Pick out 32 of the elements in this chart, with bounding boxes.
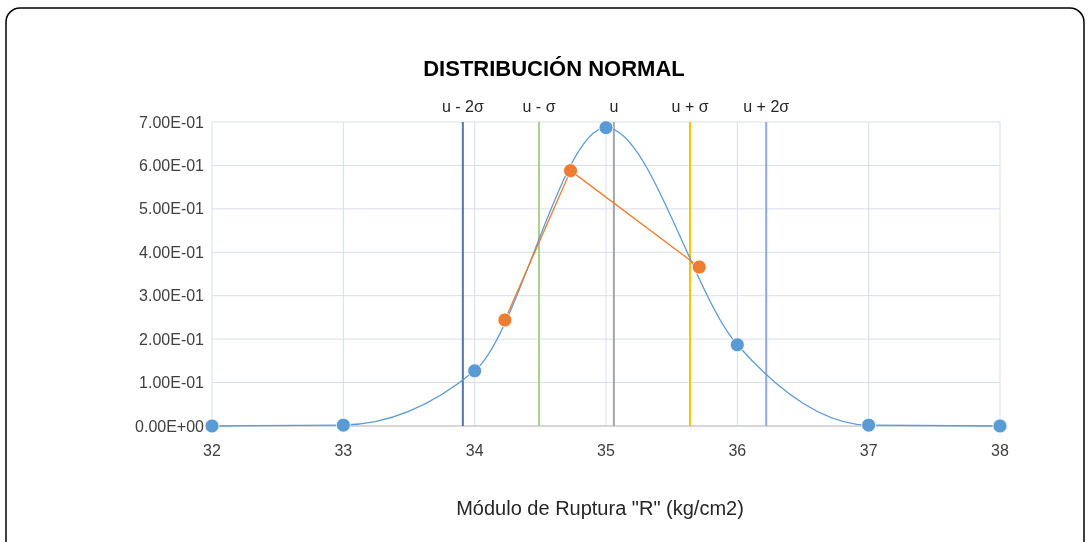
x-tick-label: 35 — [597, 442, 615, 459]
ref-line-label: u + σ — [671, 98, 709, 115]
x-tick-label: 36 — [728, 442, 747, 459]
point — [992, 418, 1008, 434]
x-tick-label: 34 — [465, 442, 484, 459]
ref-line-label: u - σ — [522, 98, 556, 115]
x-tick-label: 37 — [859, 442, 878, 459]
x-tick-label: 33 — [334, 442, 353, 459]
point — [729, 337, 745, 353]
x-tick-label: 38 — [991, 442, 1009, 459]
chart-title: DISTRIBUCIÓN NORMAL — [423, 56, 685, 81]
point — [204, 418, 220, 434]
point — [467, 363, 483, 379]
y-tick-label: 7.00E-01 — [139, 113, 205, 131]
point — [861, 417, 877, 433]
y-tick-label: 0.00E+00 — [135, 417, 205, 435]
y-tick-label: 3.00E-01 — [139, 287, 205, 305]
ref-line-label: u - 2σ — [441, 98, 484, 115]
point — [335, 417, 351, 433]
point — [497, 312, 513, 328]
y-tick-label: 1.00E-01 — [139, 374, 205, 392]
point — [691, 259, 707, 275]
x-axis-title: Módulo de Ruptura "R" (kg/cm2) — [456, 497, 744, 519]
y-tick-label: 4.00E-01 — [139, 243, 205, 261]
y-tick-label: 5.00E-01 — [139, 200, 205, 218]
ref-line-label: u — [609, 98, 619, 115]
ref-line-label: u + 2σ — [743, 98, 790, 115]
x-tick-label: 32 — [203, 442, 221, 459]
point — [598, 120, 614, 136]
y-tick-label: 2.00E-01 — [139, 330, 205, 348]
y-tick-label: 6.00E-01 — [139, 157, 205, 175]
point — [563, 163, 578, 179]
